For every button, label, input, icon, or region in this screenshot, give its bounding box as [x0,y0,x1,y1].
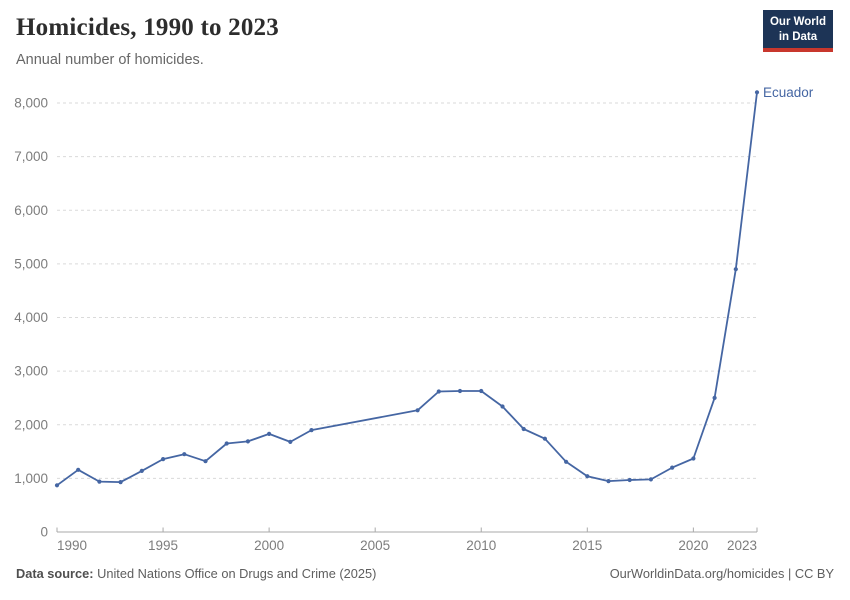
owid-url-link[interactable]: OurWorldinData.org/homicides | CC BY [609,566,834,581]
data-point-marker [670,465,675,470]
y-axis-tick-label: 8,000 [14,96,48,111]
data-point-marker [712,395,717,400]
data-source-note: Data source: United Nations Office on Dr… [16,566,376,581]
y-axis-tick-label: 4,000 [14,310,48,325]
data-point-marker [521,426,526,432]
data-point-marker [479,388,484,394]
y-axis-tick-label: 0 [40,525,48,540]
data-point-marker [161,457,166,462]
data-point-marker [457,388,463,394]
data-point-marker [203,459,208,464]
y-axis-tick-label: 1,000 [14,471,48,486]
data-point-marker [691,456,696,461]
data-point-marker [309,428,314,433]
data-point-marker [564,459,569,464]
x-axis-tick-label: 2023 [727,538,757,553]
data-point-marker [585,474,590,479]
data-point-marker [415,408,420,413]
data-point-marker [288,439,293,444]
data-source-label: Data source: [16,566,94,581]
series-entity-label[interactable]: Ecuador [763,85,814,100]
data-source-text: United Nations Office on Drugs and Crime… [93,566,377,581]
x-axis-tick-label: 1995 [148,538,178,553]
data-point-marker [118,480,123,485]
data-point-marker [500,404,505,409]
data-point-marker [267,431,272,436]
data-point-marker [627,477,632,483]
data-point-marker [76,467,81,472]
data-point-marker [245,439,250,444]
y-axis-tick-label: 6,000 [14,203,48,218]
x-axis-tick-label: 2020 [678,538,708,553]
data-point-marker [436,389,441,394]
x-axis-tick-label: 1990 [57,538,87,553]
data-point-marker [224,441,229,446]
page-title: Homicides, 1990 to 2023 [16,14,279,41]
x-axis-tick-label: 2000 [254,538,284,553]
y-axis-tick-label: 7,000 [14,149,48,164]
data-point-marker [182,452,187,457]
owid-logo[interactable]: Our World in Data [762,10,833,52]
data-point-marker [542,436,548,441]
data-point-marker [733,267,738,272]
data-line [56,91,758,487]
data-point-marker [606,479,611,484]
chart-footer: Data source: United Nations Office on Dr… [16,566,834,581]
data-point-marker [139,468,144,473]
x-axis-tick-label: 2010 [466,538,496,553]
chart-subtitle: Annual number of homicides. [16,52,204,68]
x-axis-tick-label: 2005 [360,538,390,553]
x-axis-tick-label: 2015 [572,538,602,553]
y-axis-tick-label: 2,000 [14,417,48,432]
data-point-marker [648,477,654,482]
data-point-marker [97,479,102,484]
owid-logo-line2: in Data [778,30,818,43]
owid-logo-line1: Our World [769,16,826,28]
y-axis-tick-label: 3,000 [14,364,48,379]
data-point-marker [54,483,60,488]
data-point-marker [754,90,760,95]
y-axis-tick-label: 5,000 [14,256,48,271]
